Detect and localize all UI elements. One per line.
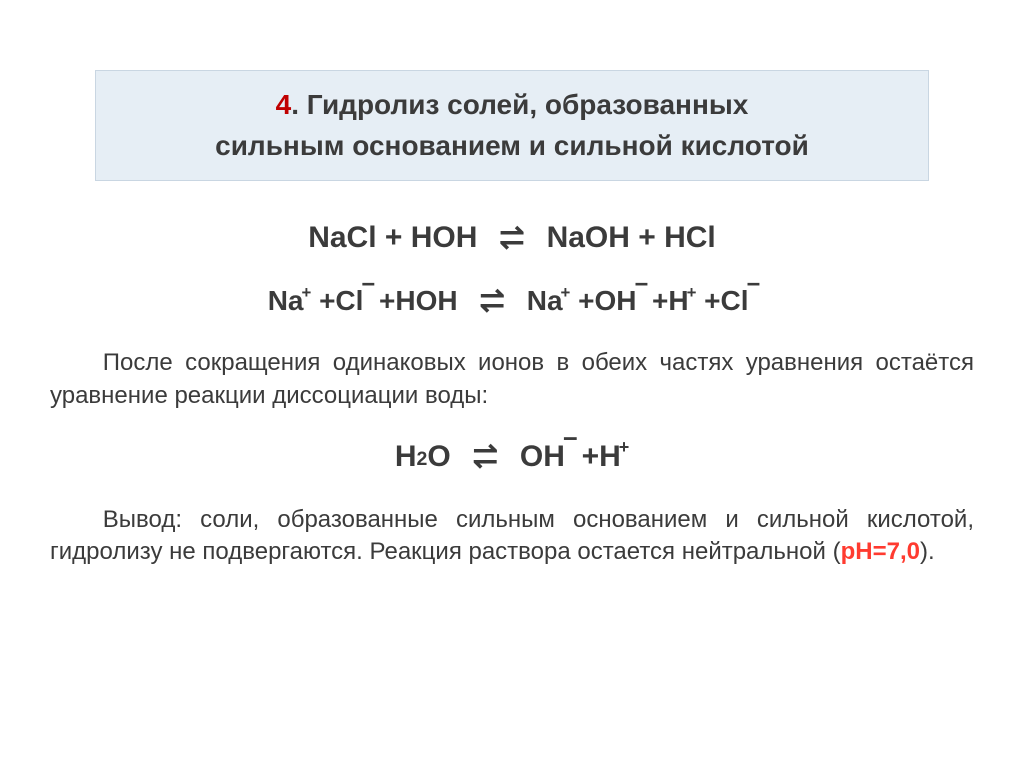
equation-3: H2O ⇀ ↽ OH− + H+ — [40, 440, 984, 474]
ion-na: Na+ — [527, 285, 563, 317]
molecule-hoh: HOH — [395, 285, 457, 317]
ion-cl: Cl− — [335, 285, 363, 317]
slide-content: 4. Гидролиз солей, образованных сильным … — [0, 0, 1024, 609]
ion-oh: OH− — [520, 440, 565, 474]
title-text-1: . Гидролиз солей, образованных — [291, 89, 748, 120]
ion-h: H+ — [668, 285, 688, 317]
equation-2: Na+ + Cl− + HOH ⇀ ↽ Na+ + OH− + H+ + Cl− — [40, 285, 984, 317]
title-line-1: 4. Гидролиз солей, образованных — [126, 85, 898, 126]
equilibrium-arrow-icon: ⇀ ↽ — [473, 446, 498, 467]
equilibrium-arrow-icon: ⇀ ↽ — [499, 228, 524, 249]
equilibrium-arrow-icon: ⇀ ↽ — [480, 291, 505, 312]
title-number: 4 — [276, 89, 292, 120]
eq3-rhs: OH− + H+ — [520, 440, 629, 474]
eq3-lhs: H2O — [395, 440, 451, 474]
ion-cl: Cl− — [721, 285, 749, 317]
eq1-rhs: NaOH + HCl — [547, 221, 716, 255]
paragraph-1: После сокращения одинаковых ионов в обеи… — [50, 347, 974, 412]
title-line-2: сильным основанием и сильной кислотой — [126, 126, 898, 167]
paragraph-2: Вывод: соли, образованные сильным основа… — [50, 504, 974, 569]
title-box: 4. Гидролиз солей, образованных сильным … — [95, 70, 929, 181]
para2-after: ). — [920, 538, 935, 565]
para2-before: Вывод: соли, образованные сильным основа… — [50, 506, 974, 565]
eq2-rhs: Na+ + OH− + H+ + Cl− — [527, 285, 757, 317]
equation-1: NaCl + HOH ⇀ ↽ NaOH + HCl — [40, 221, 984, 255]
ph-value: pH=7,0 — [841, 538, 920, 565]
ion-h: H+ — [599, 440, 621, 474]
ion-na: Na+ — [268, 285, 304, 317]
eq2-lhs: Na+ + Cl− + HOH — [268, 285, 458, 317]
eq1-lhs: NaCl + HOH — [308, 221, 477, 255]
ion-oh: OH− — [594, 285, 636, 317]
